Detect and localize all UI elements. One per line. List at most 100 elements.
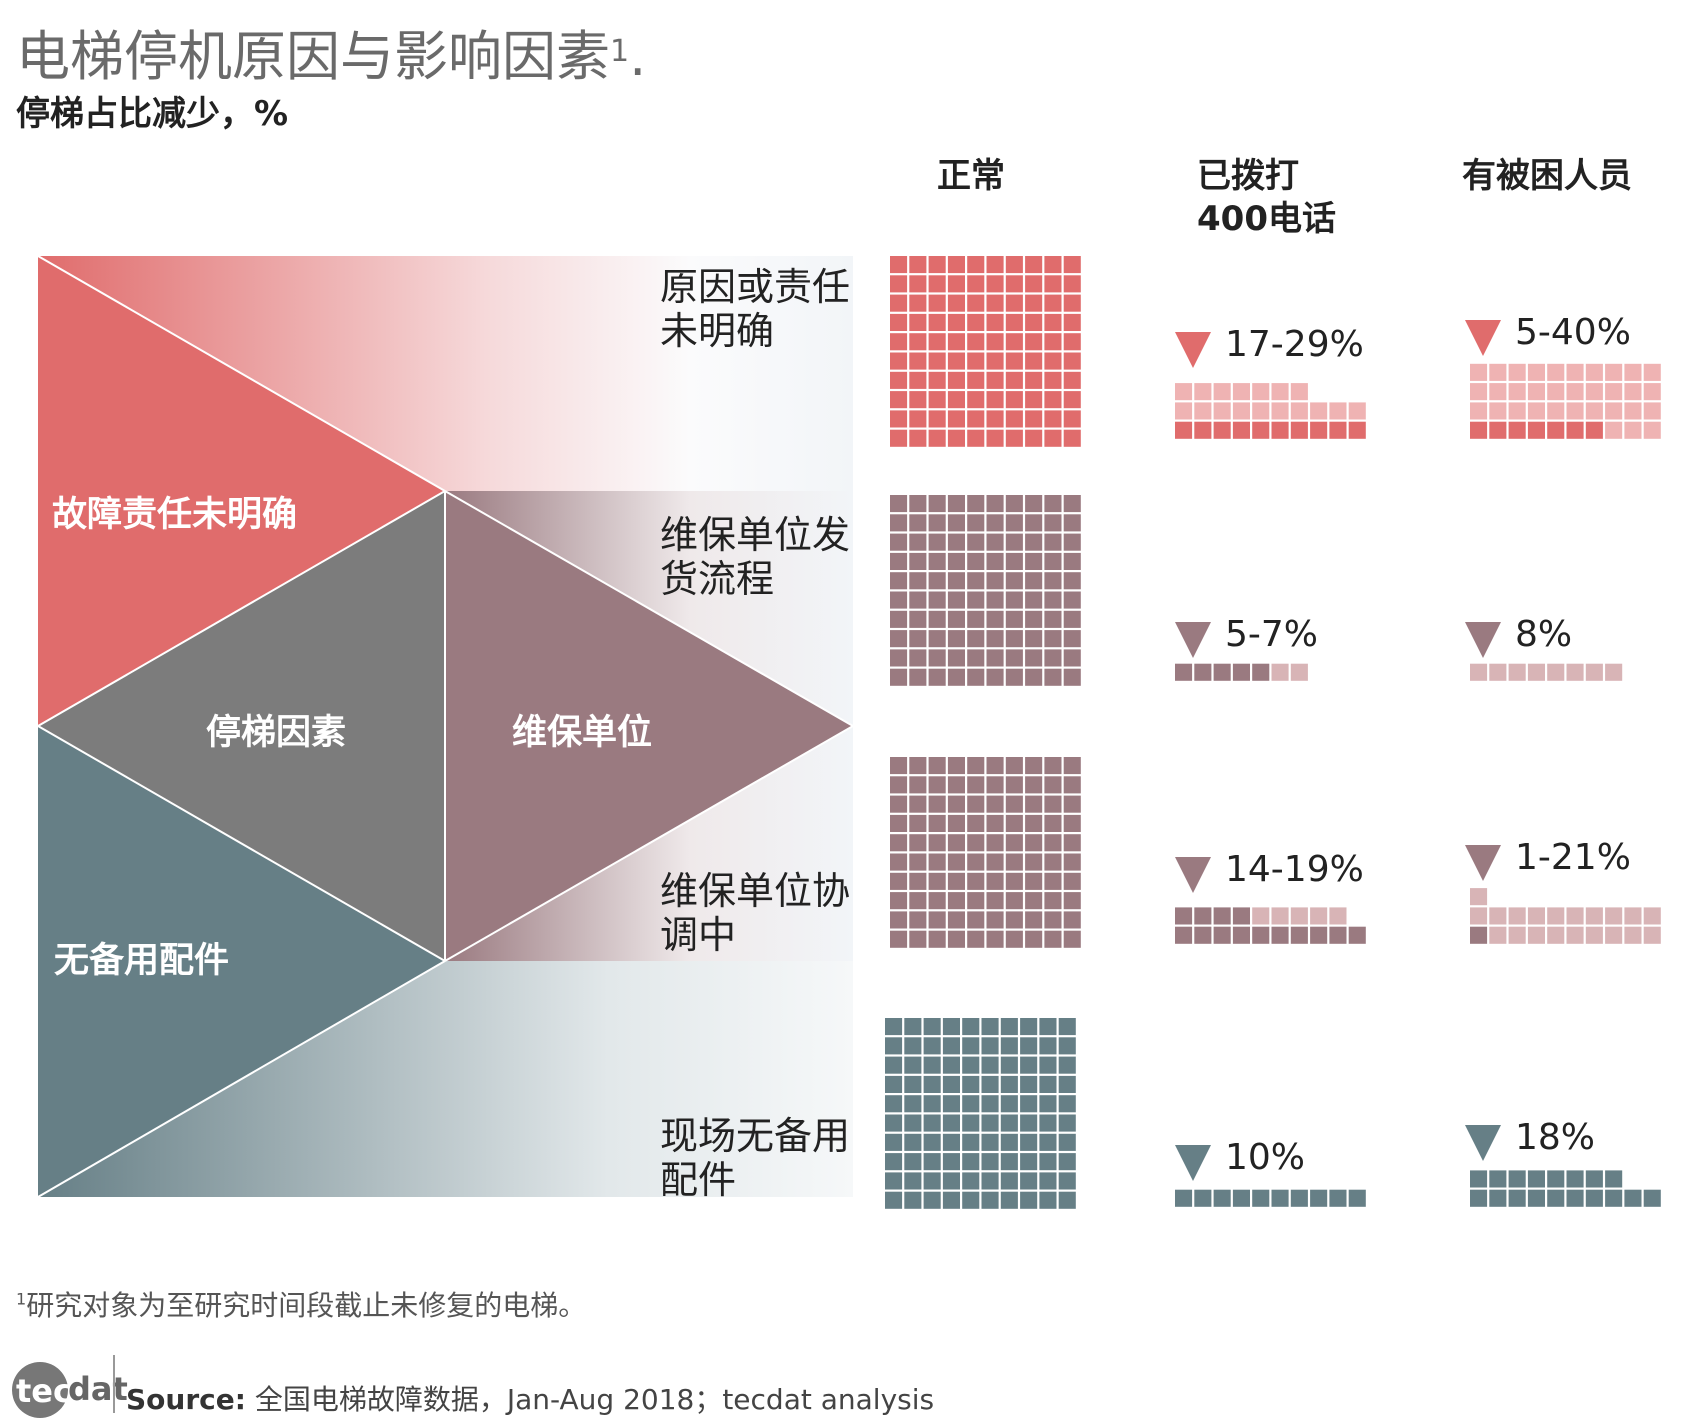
waffle-cell-normal [947,610,965,628]
triangle-label-top: 故障责任未明确 [52,495,298,535]
waffle-cell-400-call [1290,383,1308,401]
waffle-cell-normal [885,1056,903,1074]
waffle-cell-normal [1020,1018,1038,1036]
waffle-cell-normal [1039,1075,1057,1093]
waffle-cell-trapped [1470,421,1488,439]
waffle-cell-normal [1063,275,1081,293]
waffle-cell-trapped [1605,421,1623,439]
waffle-cell-normal [967,371,985,389]
waffle-cell-normal [967,352,985,370]
waffle-cell-400-call [1213,907,1231,925]
waffle-cell-trapped [1643,402,1661,420]
waffle-cell-normal [909,313,927,331]
waffle-cell-normal [1005,552,1023,570]
waffle-cell-normal [967,256,985,274]
waffle-cell-normal [1020,1075,1038,1093]
waffle-cell-400-call [1232,383,1250,401]
row-label-no-spare-parts: 现场无备用 配件 [660,1114,851,1202]
waffle-cell-normal [986,591,1004,609]
waffle-cell-trapped [1489,402,1507,420]
waffle-cell-trapped [1585,1170,1603,1188]
waffle-cell-400-call [1329,907,1347,925]
waffle-cell-normal [1044,649,1062,667]
waffle-cell-normal [1005,834,1023,852]
waffle-cell-normal [904,1037,922,1055]
waffle-cell-normal [1063,333,1081,351]
waffle-cell-normal [909,391,927,409]
waffle-cell-normal [942,1075,960,1093]
waffle-cell-400-call [1232,663,1250,681]
waffle-cell-normal [986,294,1004,312]
waffle-cell-normal [1063,911,1081,929]
waffle-cell-normal [1025,275,1043,293]
waffle-cell-normal [1025,795,1043,813]
waffle-cell-normal [909,371,927,389]
waffle-cell-normal [923,1037,941,1055]
waffle-cell-normal [928,333,946,351]
waffle-cell-normal [1063,814,1081,832]
waffle-cell-normal [947,892,965,910]
waffle-cell-400-call [1310,421,1328,439]
waffle-cell-trapped [1643,926,1661,944]
waffle-cell-normal [947,552,965,570]
waffle-cell-trapped [1624,383,1642,401]
waffle-cell-normal [1025,591,1043,609]
waffle-cell-normal [885,1191,903,1209]
waffle-cell-normal [928,552,946,570]
waffle-cell-normal [1063,352,1081,370]
waffle-cell-trapped [1547,363,1565,381]
waffle-cell-normal [885,1153,903,1171]
waffle-cell-normal [962,1172,980,1190]
waffle-cell-normal [885,1018,903,1036]
waffle-cell-normal [942,1172,960,1190]
waffle-cell-normal [986,853,1004,871]
waffle-cell-normal [890,275,908,293]
waffle-cell-trapped [1585,1189,1603,1207]
waffle-cell-normal [1039,1018,1057,1036]
waffle-cell-trapped [1489,663,1507,681]
waffle-cell-normal [1058,1056,1076,1074]
waffle-cell-400-call [1271,402,1289,420]
down-triangle-icon [1175,622,1211,658]
waffle-cell-trapped [1470,383,1488,401]
waffle-cell-normal [986,892,1004,910]
waffle-cell-normal [986,834,1004,852]
waffle-cell-normal [885,1075,903,1093]
waffle-cell-normal [928,892,946,910]
waffle-cell-normal [890,668,908,686]
waffle-cell-normal [1039,1095,1057,1113]
waffle-cell-normal [1025,668,1043,686]
waffle-cell-normal [1005,872,1023,890]
waffle-cell-normal [928,495,946,513]
column-header-trapped: 有被困人员 [1462,156,1632,196]
waffle-cell-normal [981,1133,999,1151]
triangle-right [445,491,853,961]
waffle-cell-normal [981,1191,999,1209]
waffle-cell-trapped [1643,421,1661,439]
waffle-cell-normal [923,1114,941,1132]
waffle-cell-400-call [1290,421,1308,439]
waffle-cell-normal [928,668,946,686]
waffle-cell-normal [986,429,1004,447]
waffle-cell-normal [1025,495,1043,513]
waffle-cell-normal [890,630,908,648]
waffle-cell-normal [890,892,908,910]
waffle-cell-normal [928,294,946,312]
waffle-cell-normal [981,1172,999,1190]
waffle-cell-trapped [1527,421,1545,439]
waffle-cell-400-call [1348,1189,1366,1207]
waffle-cell-trapped [1508,363,1526,381]
waffle-cell-400-call [1213,421,1231,439]
waffle-cell-normal [909,533,927,551]
waffle-cell-normal [967,795,985,813]
waffle-cell-trapped [1624,363,1642,381]
waffle-cell-normal [942,1114,960,1132]
waffle-cell-normal [1025,371,1043,389]
waffle-cell-400-call [1232,907,1250,925]
waffle-cell-normal [967,610,985,628]
waffle-cell-trapped [1527,926,1545,944]
waffle-cell-normal [1020,1037,1038,1055]
waffle-cell-normal [1025,930,1043,948]
waffle-cell-normal [1020,1172,1038,1190]
waffle-cell-trapped [1585,402,1603,420]
